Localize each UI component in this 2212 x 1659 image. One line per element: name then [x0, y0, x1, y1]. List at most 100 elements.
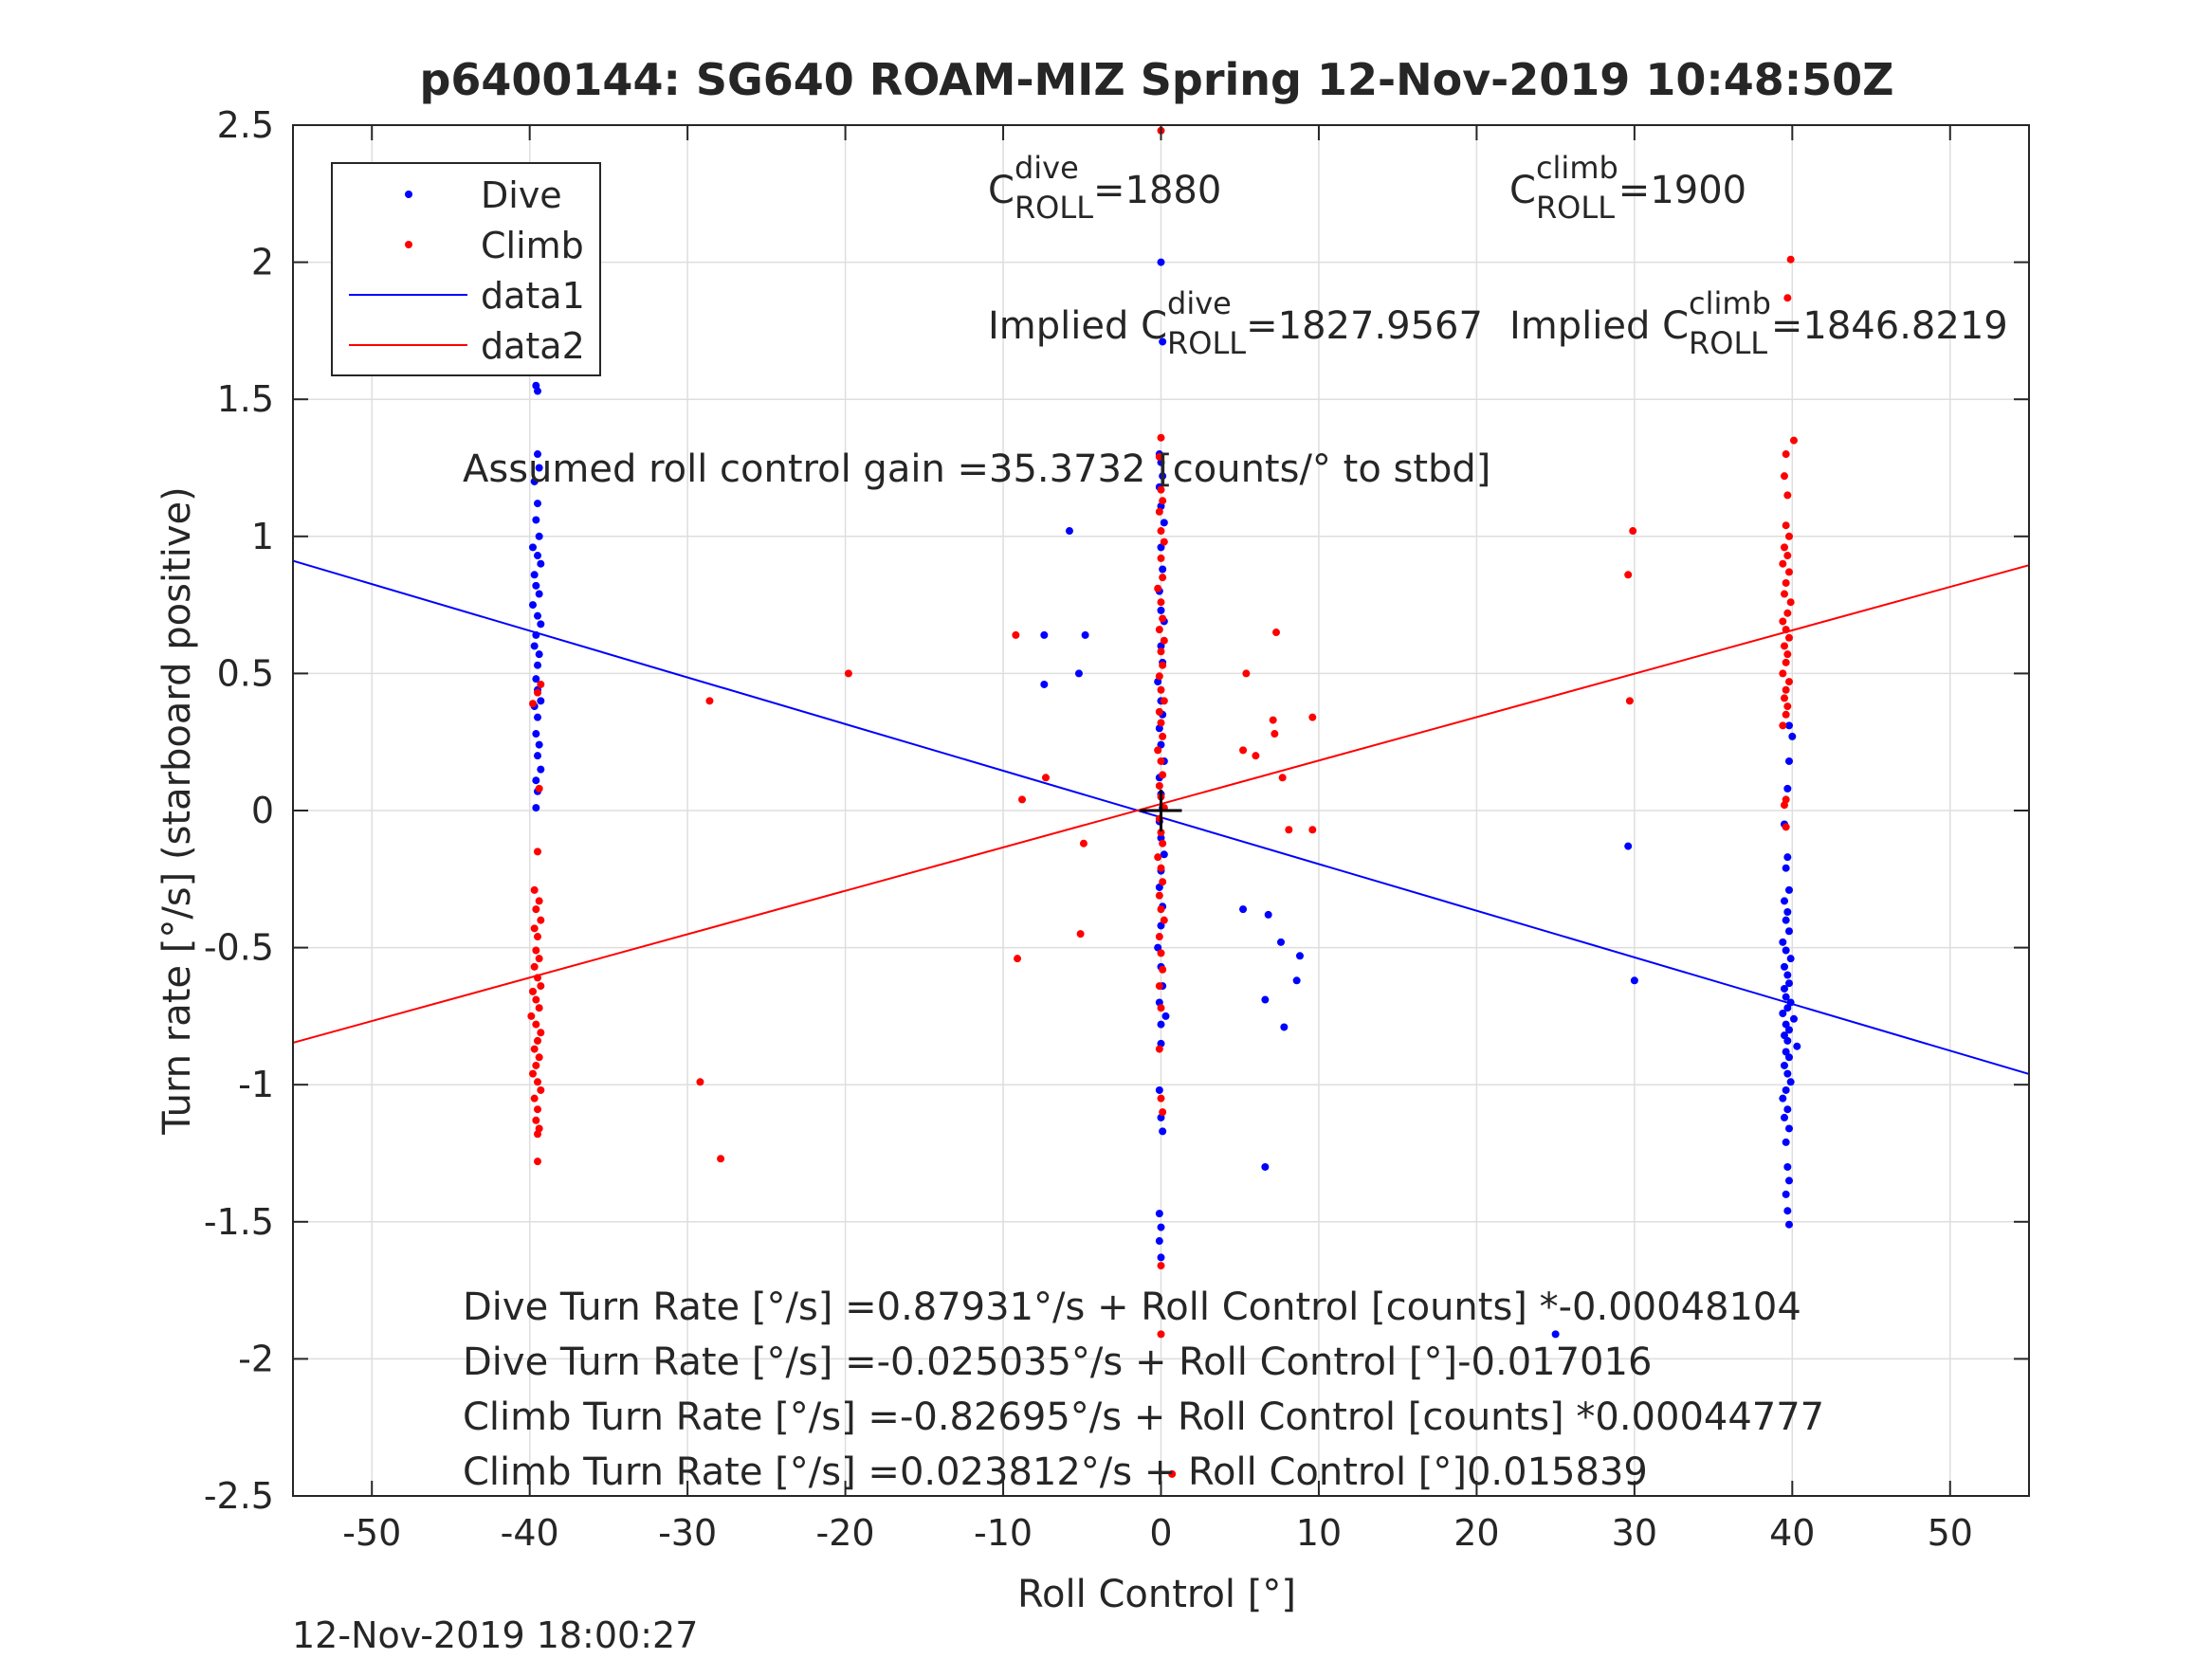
dive-point [535, 532, 543, 540]
climb-point [1159, 497, 1167, 505]
climb-point [535, 897, 543, 905]
dive-point [532, 630, 540, 639]
dive-point [1789, 1014, 1798, 1023]
climb-point [1157, 1004, 1165, 1012]
climb-point [537, 916, 545, 924]
timestamp: 12-Nov-2019 18:00:27 [292, 1614, 698, 1656]
climb-point [1155, 507, 1163, 516]
chart-title: p6400144: SG640 ROAM-MIZ Spring 12-Nov-2… [419, 54, 1893, 105]
climb-point [1018, 795, 1027, 804]
dive-point [1783, 853, 1792, 862]
legend-marker [405, 241, 412, 248]
dive-point [534, 500, 542, 508]
dive-point [1783, 1162, 1792, 1171]
climb-point [1159, 732, 1167, 740]
dive-point [1040, 680, 1049, 688]
climb-point [537, 982, 545, 991]
climb-point [534, 1158, 542, 1166]
c-roll-value: =1900 [1618, 169, 1746, 212]
dive-point [1780, 984, 1788, 993]
climb-point [1779, 721, 1787, 730]
climb-point [1159, 661, 1167, 669]
climb-point [1782, 710, 1790, 719]
dive-point [535, 650, 543, 659]
x-tick-label: 30 [1612, 1512, 1657, 1554]
dive-point [1779, 938, 1787, 946]
dive-point [1782, 993, 1790, 1001]
climb-point [1780, 801, 1788, 810]
dive-point [1783, 1207, 1792, 1215]
dive-point [1155, 1237, 1163, 1246]
dive-point [1157, 1253, 1165, 1262]
climb-point [1155, 707, 1163, 716]
dive-point [1783, 1036, 1792, 1045]
climb-point [1239, 746, 1248, 755]
climb-point [1269, 716, 1277, 724]
climb-point [529, 1069, 538, 1078]
dive-point [1786, 998, 1795, 1007]
y-tick-label: -0.5 [204, 927, 274, 969]
dive-point [530, 642, 539, 650]
climb-point [1012, 630, 1020, 639]
climb-point [1786, 598, 1795, 607]
dive-point [1074, 669, 1083, 678]
climb-point [535, 1004, 543, 1012]
climb-point [1157, 554, 1165, 562]
climb-point [1783, 650, 1792, 659]
climb-point [1780, 694, 1788, 702]
dive-point [534, 611, 542, 620]
dive-point [1784, 979, 1793, 988]
climb-point [1155, 781, 1163, 790]
climb-point [1079, 839, 1088, 848]
climb-point [534, 1036, 542, 1045]
climb-point [1157, 527, 1165, 536]
dive-point [1155, 1085, 1163, 1094]
climb-point [1154, 746, 1162, 755]
dive-point [1784, 927, 1793, 936]
climb-point [1159, 771, 1167, 779]
dive-point [1782, 1048, 1790, 1056]
climb-point [1157, 647, 1165, 656]
climb-point [1783, 491, 1792, 500]
climb-point [534, 1105, 542, 1114]
legend-box [331, 162, 601, 376]
fit-equation: Climb Turn Rate [°/s] =0.023812°/s + Rol… [463, 1450, 1648, 1494]
dive-point [537, 697, 545, 705]
fit-equations: Dive Turn Rate [°/s] =0.87931°/s + Roll … [463, 1285, 1824, 1494]
climb-point [1157, 757, 1165, 765]
dive-point [1155, 1210, 1163, 1218]
dive-point [530, 477, 539, 485]
dive-point [1783, 971, 1792, 979]
dive-point [1280, 1023, 1289, 1031]
dive-point [1157, 1223, 1165, 1231]
climb-point [717, 1155, 725, 1163]
dive-point [1157, 642, 1165, 650]
dive-point [1782, 1085, 1790, 1094]
climb-point [1780, 590, 1788, 598]
climb-point [534, 1078, 542, 1086]
legend-marker [405, 191, 412, 198]
dive-point [534, 661, 542, 669]
climb-point [532, 995, 540, 1004]
dive-point [1780, 1061, 1788, 1069]
dive-point [1784, 885, 1793, 894]
y-tick-label: 1.5 [217, 378, 274, 420]
dive-point [1160, 850, 1168, 859]
climb-point [1076, 930, 1085, 939]
climb-point [1779, 669, 1787, 678]
c-roll-subscript: ROLL [1689, 325, 1767, 361]
x-axis-label: Roll Control [°] [1017, 1573, 1296, 1616]
climb-point [1784, 678, 1793, 686]
x-tick-label: -50 [342, 1512, 401, 1554]
c-roll-annotation: Cdive [988, 150, 1079, 212]
climb-point [1784, 633, 1793, 642]
dive-point [532, 776, 540, 785]
c-roll-value: =1846.8219 [1771, 304, 2008, 348]
dive-point [1784, 1026, 1793, 1034]
climb-point [1157, 719, 1165, 727]
dive-point [1157, 258, 1165, 266]
climb-point [1159, 965, 1167, 974]
roll-gain-annotation: Assumed roll control gain =35.3732 [coun… [463, 447, 1490, 491]
origin-marker [1140, 790, 1182, 831]
climb-point [1783, 552, 1792, 560]
